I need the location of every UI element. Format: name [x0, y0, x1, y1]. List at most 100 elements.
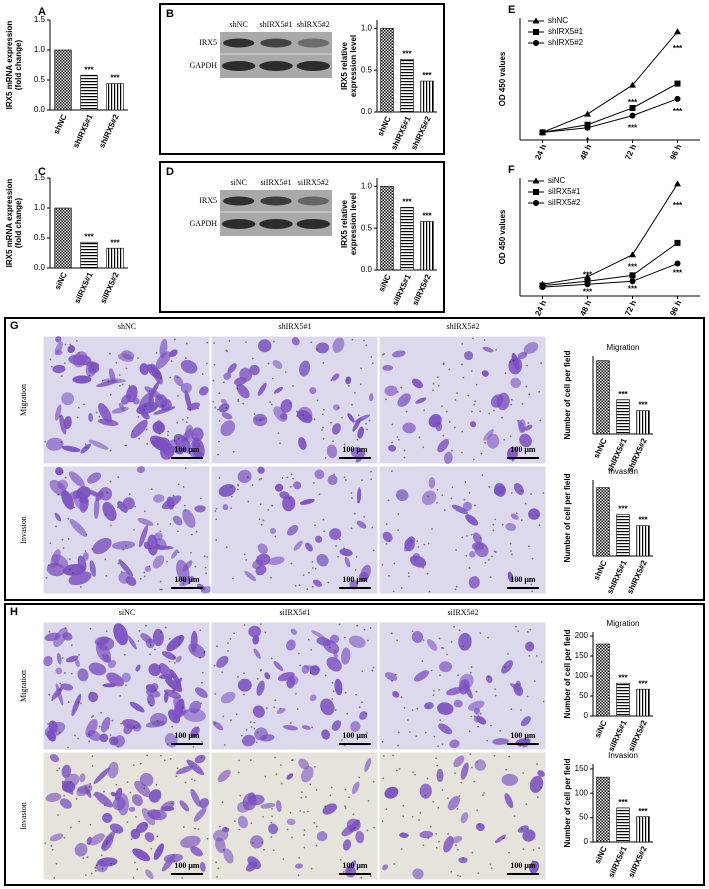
pore [311, 560, 314, 563]
pore [206, 362, 208, 365]
cell [88, 662, 107, 676]
pore [370, 478, 373, 481]
cell [88, 490, 100, 497]
pore [200, 702, 202, 705]
pore [539, 786, 542, 789]
pore [69, 781, 72, 784]
significance: *** [638, 401, 648, 410]
cell [309, 694, 317, 702]
cell [68, 354, 92, 366]
pore [535, 655, 538, 657]
pore [236, 488, 239, 491]
cell [507, 571, 514, 583]
cell [468, 576, 480, 589]
pore [355, 693, 358, 696]
pore [260, 477, 262, 480]
pore [129, 791, 132, 794]
cell [288, 675, 299, 686]
pore [270, 403, 273, 406]
y-tick-label: 0 [584, 711, 589, 720]
x-tick-label: 24 h [533, 299, 548, 317]
cell [242, 793, 257, 811]
pore [309, 672, 312, 675]
pore [503, 837, 505, 839]
pore [324, 674, 327, 677]
pore [479, 537, 482, 539]
pore [427, 542, 430, 545]
pore [313, 481, 315, 484]
pore [58, 731, 61, 734]
pore [169, 757, 172, 760]
pore [392, 590, 395, 593]
panel-frame [159, 161, 445, 313]
pore [398, 438, 400, 441]
pore [412, 771, 414, 774]
marker [629, 104, 636, 111]
pore [215, 507, 218, 510]
pore [229, 719, 232, 722]
pore [245, 728, 248, 731]
pore [484, 561, 487, 564]
pore [479, 712, 482, 715]
cell [309, 387, 317, 395]
pore [117, 476, 120, 479]
pore [101, 379, 104, 382]
marker [539, 129, 546, 136]
pore [510, 403, 513, 406]
significance: *** [618, 390, 628, 399]
cell [460, 812, 469, 824]
cell [264, 672, 271, 680]
cell [443, 835, 454, 853]
column-label: siIRX5#2 [447, 608, 478, 617]
cell [257, 466, 265, 474]
pore [51, 721, 54, 724]
pore [315, 825, 318, 828]
row-label: Invasion [19, 516, 28, 544]
cell [59, 798, 72, 809]
pore [105, 842, 108, 845]
blot-band [296, 61, 331, 71]
cell [446, 687, 463, 696]
cell [148, 789, 162, 803]
pore [186, 416, 189, 419]
y-axis-label: Number of cell per field [563, 350, 572, 439]
pore [229, 638, 232, 640]
pore [299, 664, 302, 667]
pore [397, 744, 400, 747]
pore [154, 689, 156, 692]
cell [49, 833, 64, 842]
pore [442, 362, 445, 365]
pore [542, 492, 545, 494]
pore [303, 834, 306, 836]
cell [184, 390, 192, 411]
pore [289, 402, 292, 405]
cell [89, 833, 105, 846]
cell [113, 735, 125, 748]
pore [225, 349, 228, 352]
cell [286, 818, 296, 826]
cell [358, 571, 369, 582]
cell [511, 353, 520, 371]
pore [451, 486, 454, 489]
pore [397, 731, 400, 734]
cell [392, 350, 406, 358]
pore [296, 415, 298, 417]
pore [47, 723, 49, 725]
scale-bar-label: 100 μm [342, 731, 368, 740]
cell [117, 793, 129, 816]
cell [241, 734, 256, 747]
row-label: Migration [19, 384, 28, 416]
pore [138, 629, 141, 632]
pore [342, 871, 345, 873]
cell [98, 403, 112, 423]
cell [332, 404, 340, 411]
pore [44, 842, 47, 845]
pore [182, 583, 185, 585]
pore [104, 513, 107, 516]
cell [506, 446, 519, 461]
cell [130, 828, 141, 840]
panel-label: B [166, 8, 174, 20]
pore [192, 746, 195, 748]
pore [533, 680, 536, 683]
